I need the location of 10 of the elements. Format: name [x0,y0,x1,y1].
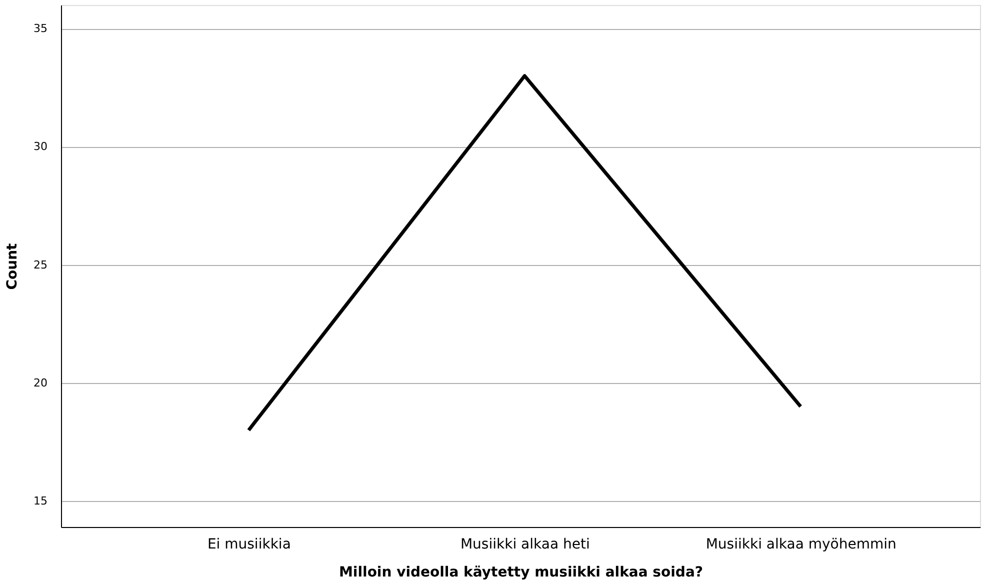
y-axis-title: Count [4,242,21,290]
x-tick-label: Musiikki alkaa myöhemmin [706,536,896,552]
x-tick-label: Ei musiikkia [207,536,291,552]
y-tick-label: 30 [34,140,48,154]
y-tick-label: 15 [34,494,48,508]
y-tick-label: 35 [34,22,48,36]
x-axis-title: Milloin videolla käytetty musiikki alkaa soida? [338,564,704,580]
y-tick-label: 20 [34,376,48,390]
y-tick-label: 25 [34,258,48,272]
x-tick-label: Musiikki alkaa heti [460,536,590,552]
